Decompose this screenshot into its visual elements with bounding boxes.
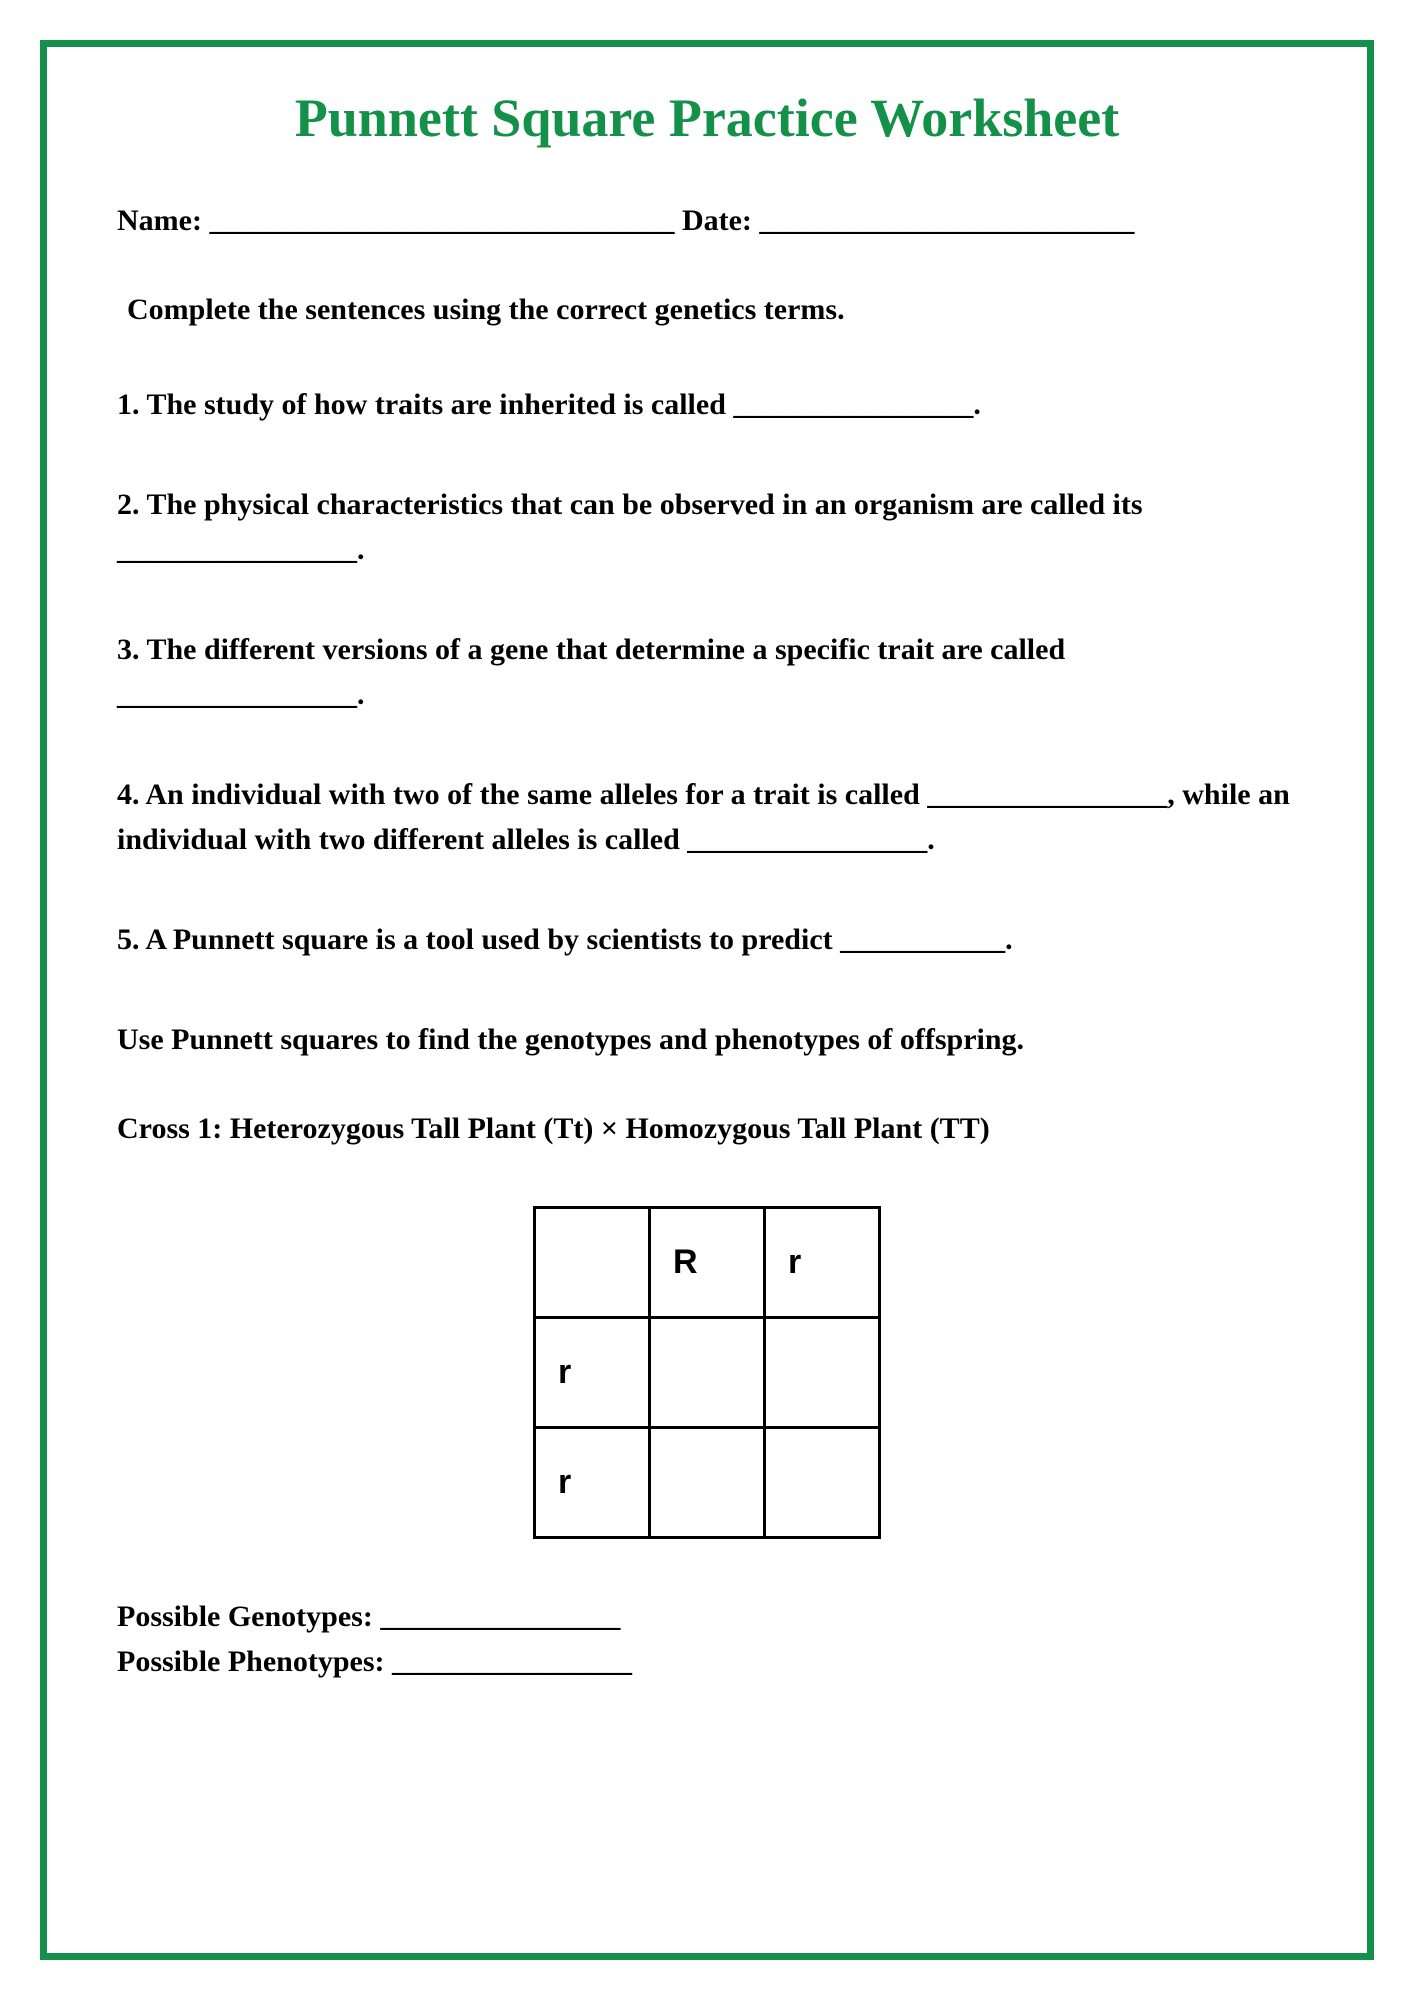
punnett-cell-0-0	[535, 1208, 650, 1318]
instruction-2: Use Punnett squares to find the genotype…	[117, 1017, 1297, 1062]
punnett-cell-0-1: R	[650, 1208, 765, 1318]
punnett-cell-1-0: r	[535, 1318, 650, 1428]
possible-genotypes: Possible Genotypes: ________________	[117, 1594, 1297, 1639]
punnett-cell-2-0: r	[535, 1428, 650, 1538]
worksheet-title: Punnett Square Practice Worksheet	[117, 87, 1297, 149]
question-1: 1. The study of how traits are inherited…	[117, 382, 1297, 427]
punnett-cell-0-2: r	[765, 1208, 880, 1318]
punnett-cell-2-1	[650, 1428, 765, 1538]
punnett-cell-1-2	[765, 1318, 880, 1428]
question-4: 4. An individual with two of the same al…	[117, 772, 1297, 862]
possible-phenotypes: Possible Phenotypes: ________________	[117, 1639, 1297, 1684]
instruction-1: Complete the sentences using the correct…	[117, 293, 1297, 327]
worksheet-page: Punnett Square Practice Worksheet Name: …	[0, 0, 1414, 2000]
border-frame: Punnett Square Practice Worksheet Name: …	[40, 40, 1374, 1960]
cross-1-label: Cross 1: Heterozygous Tall Plant (Tt) × …	[117, 1112, 1297, 1146]
punnett-cell-1-1	[650, 1318, 765, 1428]
punnett-cell-2-2	[765, 1428, 880, 1538]
punnett-square: R r r r	[533, 1206, 881, 1539]
question-5: 5. A Punnett square is a tool used by sc…	[117, 917, 1297, 962]
name-date-line: Name: _______________________________ Da…	[117, 204, 1297, 238]
punnett-square-container: R r r r	[117, 1206, 1297, 1539]
question-2: 2. The physical characteristics that can…	[117, 482, 1297, 572]
question-3: 3. The different versions of a gene that…	[117, 627, 1297, 717]
